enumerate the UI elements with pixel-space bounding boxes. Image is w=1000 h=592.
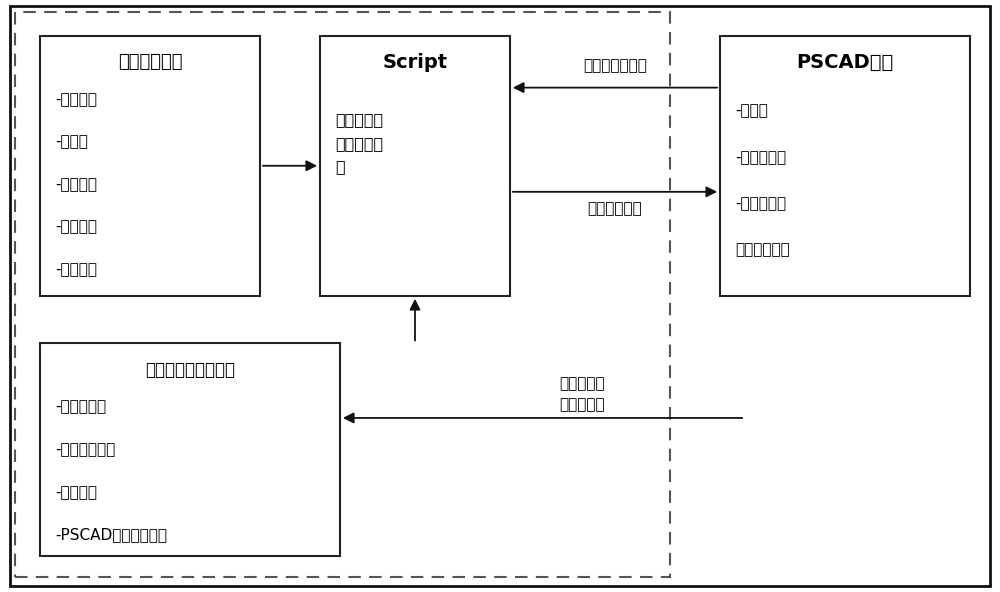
Text: 电路元件参数: 电路元件参数 xyxy=(588,201,642,215)
Text: -测量（散射: -测量（散射 xyxy=(735,196,786,211)
Text: -受控源: -受控源 xyxy=(735,104,768,118)
Text: 调用数学计
算模型子程
序: 调用数学计 算模型子程 序 xyxy=(335,112,383,174)
Text: 散射电压、电流: 散射电压、电流 xyxy=(583,58,647,73)
Text: 数学计算模型子程序: 数学计算模型子程序 xyxy=(145,361,235,379)
Text: 自定义感应
过电压元件: 自定义感应 过电压元件 xyxy=(560,376,605,412)
Bar xyxy=(40,36,260,296)
Text: -雷电流: -雷电流 xyxy=(55,134,88,149)
Text: PSCAD电路: PSCAD电路 xyxy=(796,53,894,72)
Bar xyxy=(320,36,510,296)
Text: -PSCAD电路参数计算: -PSCAD电路参数计算 xyxy=(55,527,167,542)
Text: -雷击位置: -雷击位置 xyxy=(55,177,97,192)
Text: 参数输入模型: 参数输入模型 xyxy=(118,53,182,71)
Bar xyxy=(720,36,970,296)
Text: -自阻、互阻: -自阻、互阻 xyxy=(735,150,786,165)
Text: 电压、电流）: 电压、电流） xyxy=(735,242,790,257)
Bar xyxy=(40,343,340,556)
Text: -相模变换: -相模变换 xyxy=(55,485,97,500)
Text: -回击模型: -回击模型 xyxy=(55,220,97,234)
Text: -大地参数: -大地参数 xyxy=(55,262,97,277)
Text: -线路结构: -线路结构 xyxy=(55,92,97,107)
Bar xyxy=(15,12,670,577)
Text: Script: Script xyxy=(382,53,448,72)
Text: -电磁场计算: -电磁场计算 xyxy=(55,400,106,414)
Text: -线路参数计算: -线路参数计算 xyxy=(55,442,115,457)
